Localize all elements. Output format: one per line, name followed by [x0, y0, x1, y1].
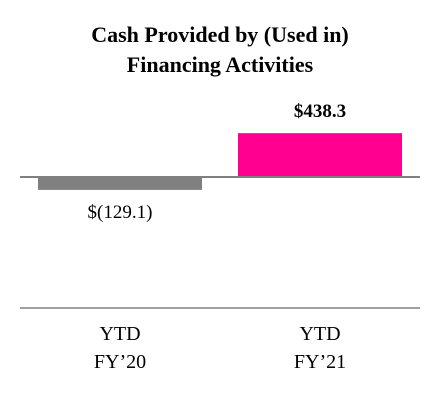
bar	[238, 133, 402, 177]
value-label: $(129.1)	[87, 201, 153, 223]
chart-title: Cash Provided by (Used in) Financing Act…	[91, 22, 349, 77]
bar	[38, 177, 202, 190]
value-label: $438.3	[293, 101, 347, 123]
x-tick-label: YTD FY’20	[93, 323, 147, 373]
x-tick-label: YTD FY’21	[293, 323, 347, 373]
